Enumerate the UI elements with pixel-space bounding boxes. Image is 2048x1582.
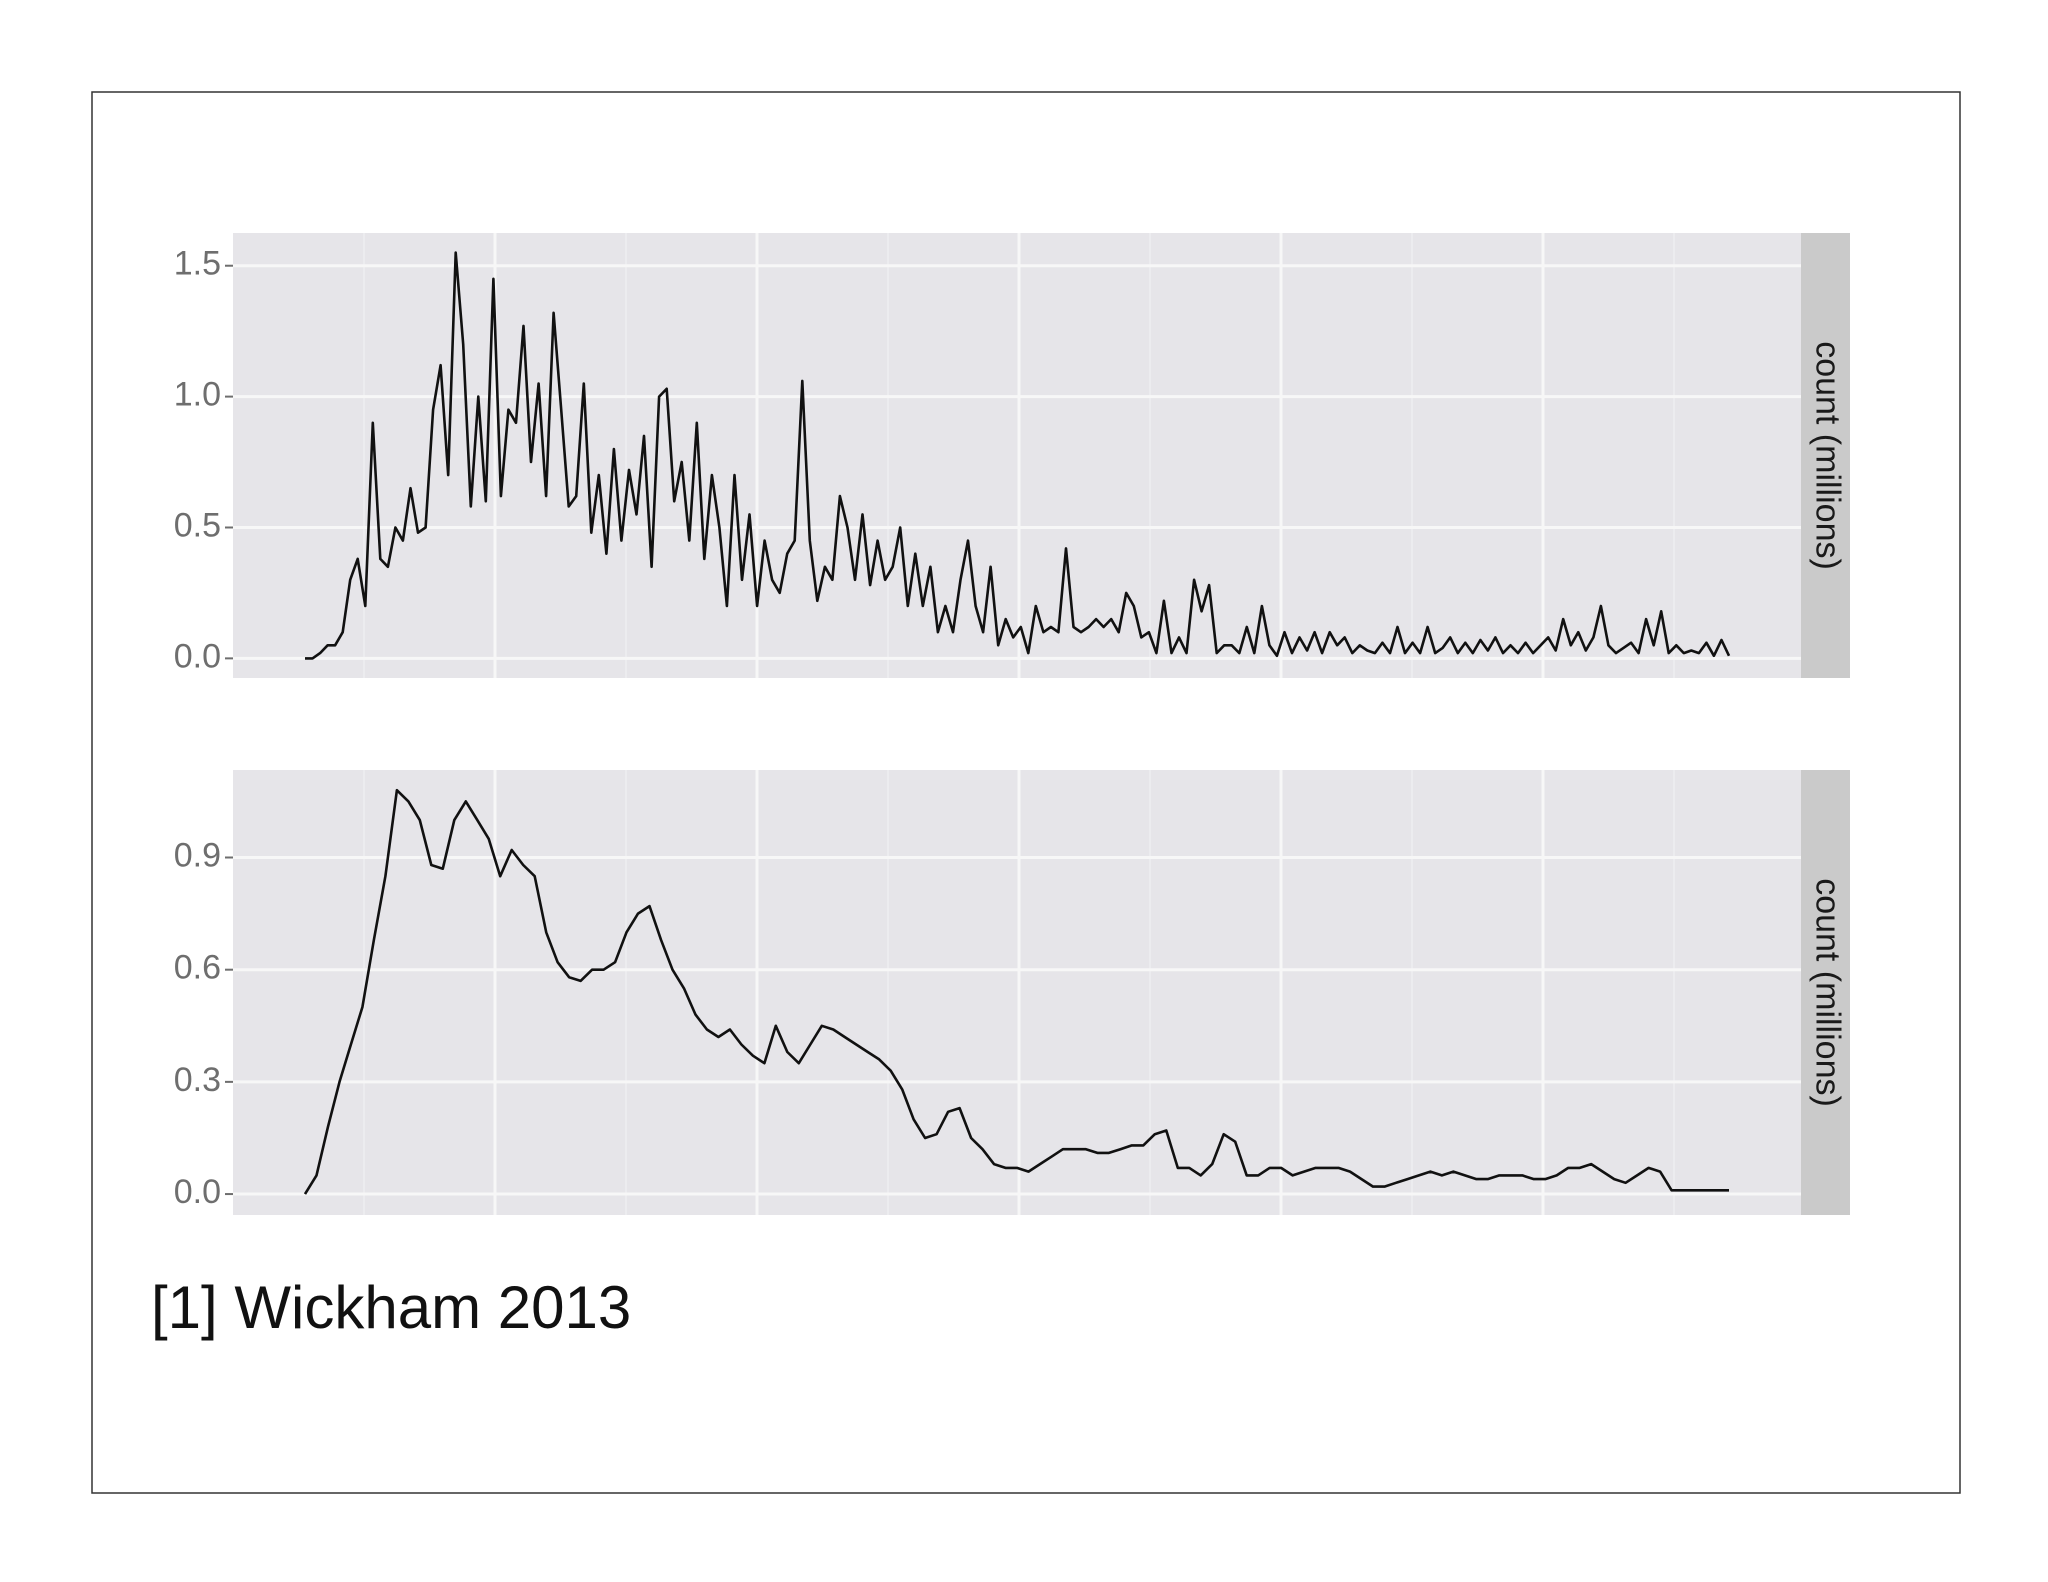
data-line: [303, 788, 1729, 1195]
y-tick-label: 1.0: [174, 376, 221, 414]
data-line: [305, 251, 1731, 660]
caption: [1] Wickham 2013: [151, 1274, 631, 1341]
y-tick-label: 0.6: [174, 949, 221, 987]
y-tick-label: 0.0: [174, 1173, 221, 1211]
facet-label: count (millions): [1809, 341, 1847, 570]
y-tick-label: 0.9: [174, 836, 221, 874]
y-tick-label: 1.5: [174, 245, 221, 283]
y-tick-label: 0.3: [174, 1061, 221, 1099]
facet-strip: [1801, 770, 1850, 1215]
panel-background: [233, 770, 1801, 1215]
y-tick-label: 0.0: [174, 637, 221, 675]
y-tick-label: 0.5: [174, 506, 221, 544]
facet-strip: [1801, 233, 1850, 678]
facet-label: count (millions): [1809, 878, 1847, 1107]
